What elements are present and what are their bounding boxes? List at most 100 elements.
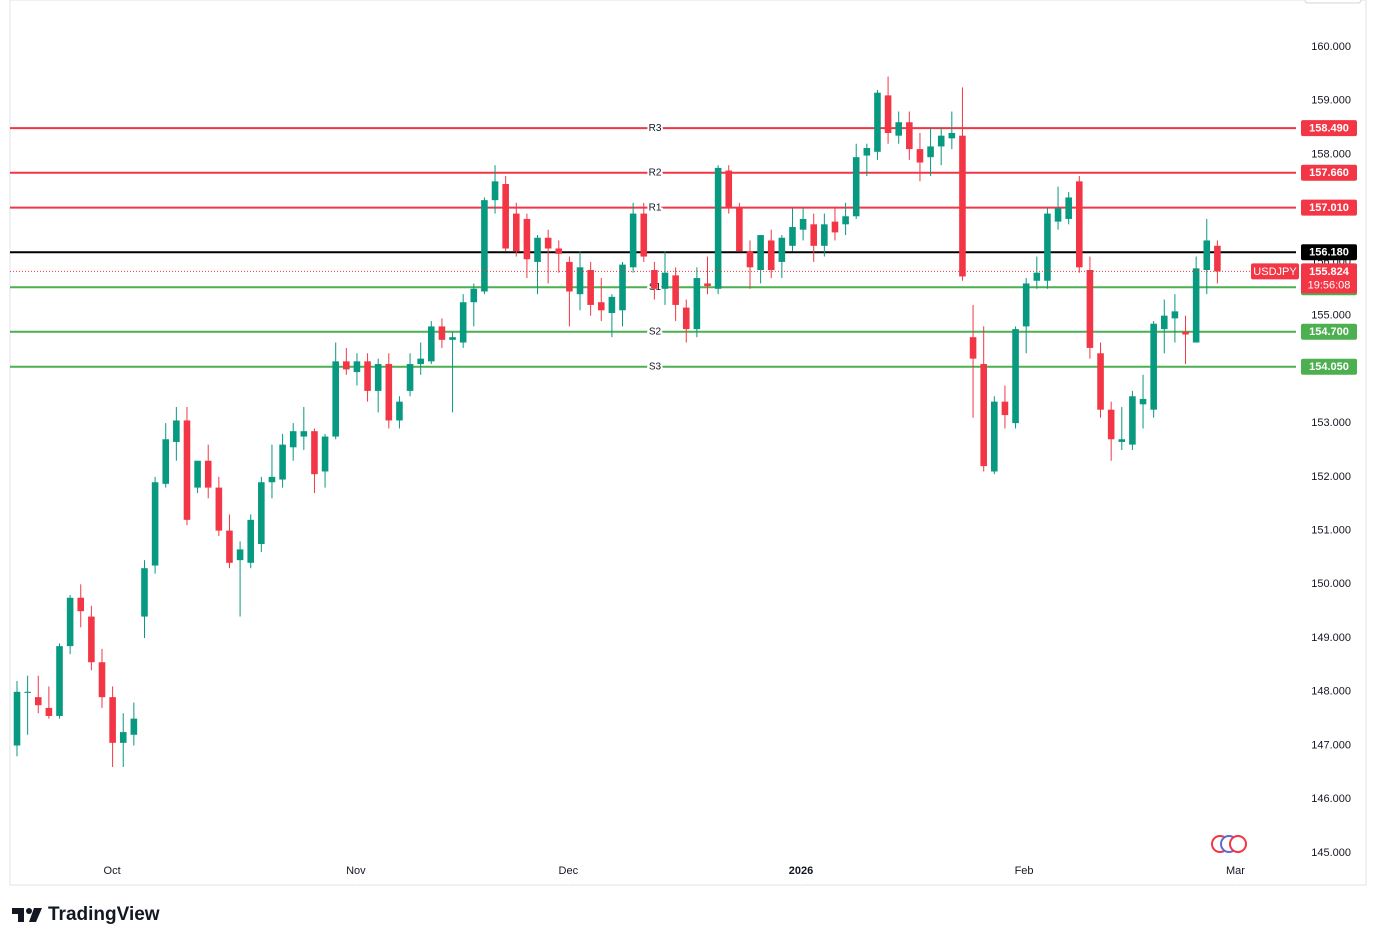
candle-body: [1076, 181, 1083, 268]
x-tick-label: Dec: [559, 865, 579, 877]
candle-body: [1171, 311, 1179, 319]
candle-body: [279, 444, 286, 480]
candle-body: [555, 248, 563, 254]
y-tick-label: 155.000: [1311, 310, 1351, 322]
candle-body: [714, 167, 722, 289]
candle-body: [236, 549, 244, 561]
candle-body: [162, 439, 170, 484]
candle-body: [449, 337, 456, 340]
y-tick-label: 147.000: [1311, 739, 1351, 751]
candle-body: [725, 170, 733, 209]
candle-body: [948, 132, 956, 139]
level-tag-label: 156.180: [1309, 247, 1349, 259]
candle-body: [799, 218, 807, 230]
candle-body: [661, 272, 669, 289]
candle-body: [130, 718, 138, 735]
candle-body: [906, 122, 913, 150]
candle-body: [874, 92, 881, 152]
candle-body: [268, 476, 276, 483]
y-tick-label: 152.000: [1311, 471, 1351, 483]
candle-body: [491, 181, 499, 201]
candle-body: [1097, 353, 1104, 410]
candle-body: [640, 213, 648, 257]
candle-body: [1022, 283, 1030, 327]
level-name: R2: [649, 167, 662, 178]
candle-body: [226, 530, 233, 563]
price-tag: [1301, 263, 1357, 294]
candle-body: [247, 519, 255, 563]
candle-body: [1150, 323, 1157, 410]
level-tag: [1301, 244, 1357, 261]
level-tag-label: 154.050: [1309, 361, 1349, 373]
flag-icon: [1211, 835, 1247, 853]
candle-body: [736, 208, 743, 252]
candle-body: [119, 732, 127, 743]
candle-body: [566, 261, 573, 292]
y-tick-label: 158.000: [1311, 148, 1351, 160]
candle-body: [406, 364, 414, 391]
candle-body: [884, 95, 892, 133]
candle-body: [66, 597, 74, 647]
candle-body: [343, 361, 350, 370]
y-tick-label: 145.000: [1311, 847, 1351, 859]
candle-body: [396, 401, 403, 421]
candle-body: [1182, 331, 1189, 335]
candle-body: [374, 364, 382, 391]
y-tick-label: 150.000: [1311, 578, 1351, 590]
candle-body: [470, 288, 478, 303]
candle-body: [704, 283, 711, 287]
level-name: S2: [649, 326, 662, 337]
level-tag: [1301, 358, 1357, 375]
x-tick-label: Oct: [104, 865, 121, 877]
candle-body: [204, 460, 212, 488]
candle-body: [831, 221, 839, 233]
candle-body: [534, 237, 541, 262]
candle-body: [194, 460, 201, 488]
y-tick-label: 151.000: [1311, 524, 1351, 536]
candle-body: [969, 337, 977, 359]
candle-body: [1139, 398, 1147, 405]
candle-body: [1054, 208, 1062, 222]
candle-body: [1203, 240, 1211, 270]
candle-body: [1033, 272, 1041, 281]
y-tick-label: 160.000: [1311, 41, 1351, 53]
candle-body: [682, 307, 690, 330]
candle-body: [459, 302, 467, 343]
symbol-tag: [1251, 263, 1299, 280]
x-tick-label: 2026: [789, 865, 813, 877]
candle-body: [438, 326, 446, 340]
level-tag: [1301, 199, 1357, 216]
candle-body: [364, 361, 371, 391]
candle-body: [311, 431, 318, 475]
candle-body: [289, 431, 297, 448]
candle-body: [608, 296, 616, 313]
candle-body: [481, 200, 488, 292]
candle-body: [512, 213, 520, 252]
candle-body: [183, 420, 191, 520]
candle-body: [34, 697, 42, 706]
candle-body: [1065, 197, 1072, 219]
candle-body: [544, 237, 552, 249]
level-tag-label: 154.700: [1309, 326, 1349, 338]
candle-body: [88, 616, 95, 663]
candle-body: [173, 420, 180, 442]
top-button[interactable]: [1304, 0, 1362, 4]
candle-body: [852, 157, 860, 217]
candle-body: [77, 597, 85, 612]
candle-body: [587, 269, 594, 305]
y-tick-label: 153.000: [1311, 417, 1351, 429]
x-tick-label: Mar: [1226, 865, 1245, 877]
candle-body: [672, 275, 679, 305]
candle-body: [385, 364, 393, 421]
candle-body: [353, 361, 361, 373]
candle-body: [215, 487, 223, 531]
candle-body: [417, 358, 424, 365]
y-tick-label: 148.000: [1311, 686, 1351, 698]
candle-body: [619, 264, 626, 311]
candle-body: [821, 224, 828, 246]
candle-body: [24, 691, 31, 693]
candle-body: [863, 148, 871, 156]
candle-body: [98, 662, 106, 698]
candle-body: [767, 240, 775, 270]
